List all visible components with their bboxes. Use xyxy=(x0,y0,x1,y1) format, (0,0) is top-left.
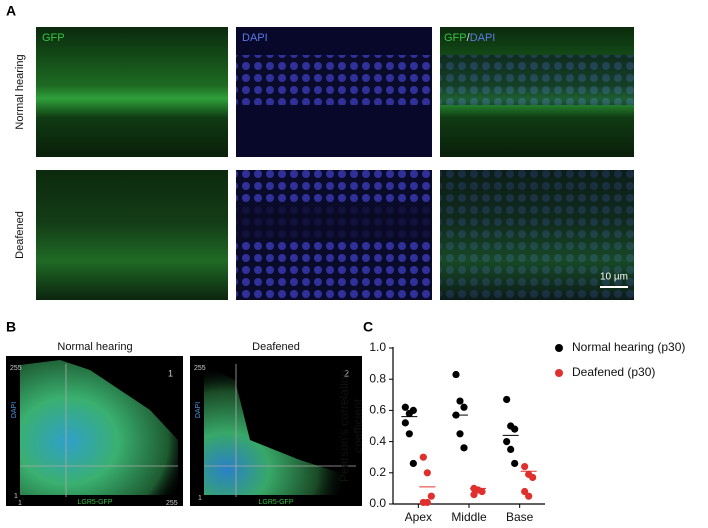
density xyxy=(20,360,178,495)
dot xyxy=(409,459,417,468)
micrographs xyxy=(36,27,634,300)
y-axis-label: Pearson's correlationcoefficient xyxy=(337,370,365,482)
dot xyxy=(423,469,431,477)
dot xyxy=(456,397,464,405)
row-label: Normal hearing xyxy=(14,54,26,129)
dot xyxy=(521,487,529,496)
channel-label: DAPI xyxy=(242,32,268,44)
plot-title: Normal hearing xyxy=(57,341,132,353)
row-label: Deafened xyxy=(14,211,26,259)
y-label-line: Pearson's correlation xyxy=(337,370,351,482)
axis-label: DAPI xyxy=(195,402,202,418)
tick-label: 255 xyxy=(194,365,206,372)
dot xyxy=(503,438,511,446)
dot xyxy=(525,492,533,500)
scale-label: 10 µm xyxy=(600,272,628,283)
panel-letter: A xyxy=(6,3,16,19)
legend-marker xyxy=(555,344,563,352)
plot-title: Deafened xyxy=(252,341,300,353)
dot xyxy=(460,403,468,411)
y-tick-label: 0.4 xyxy=(369,434,386,448)
nuclei xyxy=(440,170,634,300)
dot xyxy=(401,403,409,411)
dot xyxy=(470,491,478,499)
dot xyxy=(405,430,413,438)
dot xyxy=(419,453,427,461)
tick-label: 1 xyxy=(18,500,22,507)
dot xyxy=(503,395,511,404)
dot xyxy=(511,425,519,433)
dot xyxy=(427,492,435,500)
plot-number: 1 xyxy=(168,368,173,378)
y-tick-label: 0.0 xyxy=(369,496,386,510)
y-tick-label: 0.6 xyxy=(369,403,386,417)
image-gfp xyxy=(36,27,228,157)
merge-gfp: GFP xyxy=(444,32,467,44)
dot xyxy=(460,444,468,452)
x-tick-label: Apex xyxy=(405,510,432,524)
axis-label: LGR5-GFP xyxy=(77,499,112,506)
legend-label: Deafened (p30) xyxy=(572,365,655,379)
y-label-line: coefficient xyxy=(351,398,365,452)
axis-label: LGR5-GFP xyxy=(258,499,293,506)
dot xyxy=(521,462,529,471)
density-plots xyxy=(6,356,362,506)
merge-slash: / xyxy=(467,32,471,44)
panel-letter: B xyxy=(6,319,16,335)
x-tick-label: Base xyxy=(506,510,534,524)
dot xyxy=(423,498,431,507)
tick-label: 1 xyxy=(14,493,18,500)
dot xyxy=(511,459,519,468)
channel-label: GFP xyxy=(42,32,65,44)
density xyxy=(204,365,356,495)
y-tick-label: 0.2 xyxy=(369,465,386,479)
axis-label: DAPI xyxy=(11,402,18,418)
dot xyxy=(507,445,515,453)
panel-letter: C xyxy=(363,319,373,335)
nuclei xyxy=(236,55,432,105)
plot-number: 2 xyxy=(344,368,349,378)
legend-marker xyxy=(555,369,563,377)
nuclei xyxy=(440,55,634,105)
image-gfp xyxy=(36,170,228,300)
dot xyxy=(456,430,464,438)
dot-chart: 0.0 0.2 0.4 0.6 0.8 1.0 Apex Middle Base Normal h… xyxy=(369,340,685,524)
tick-label: 255 xyxy=(166,500,178,507)
tick-label: 255 xyxy=(10,365,22,372)
dot xyxy=(478,487,486,496)
dot xyxy=(529,473,537,482)
merge-dapi: DAPI xyxy=(470,32,496,44)
channel-label: GFP/DAPI xyxy=(444,32,495,44)
shade xyxy=(236,205,432,240)
y-tick-label: 1.0 xyxy=(369,340,386,354)
x-tick-label: Middle xyxy=(451,510,487,524)
tick-label: 1 xyxy=(198,495,202,502)
dot xyxy=(452,370,460,379)
y-tick-label: 0.8 xyxy=(369,371,386,385)
legend-label: Normal hearing (p30) xyxy=(572,340,685,354)
dot xyxy=(401,419,409,427)
dot xyxy=(409,406,417,414)
